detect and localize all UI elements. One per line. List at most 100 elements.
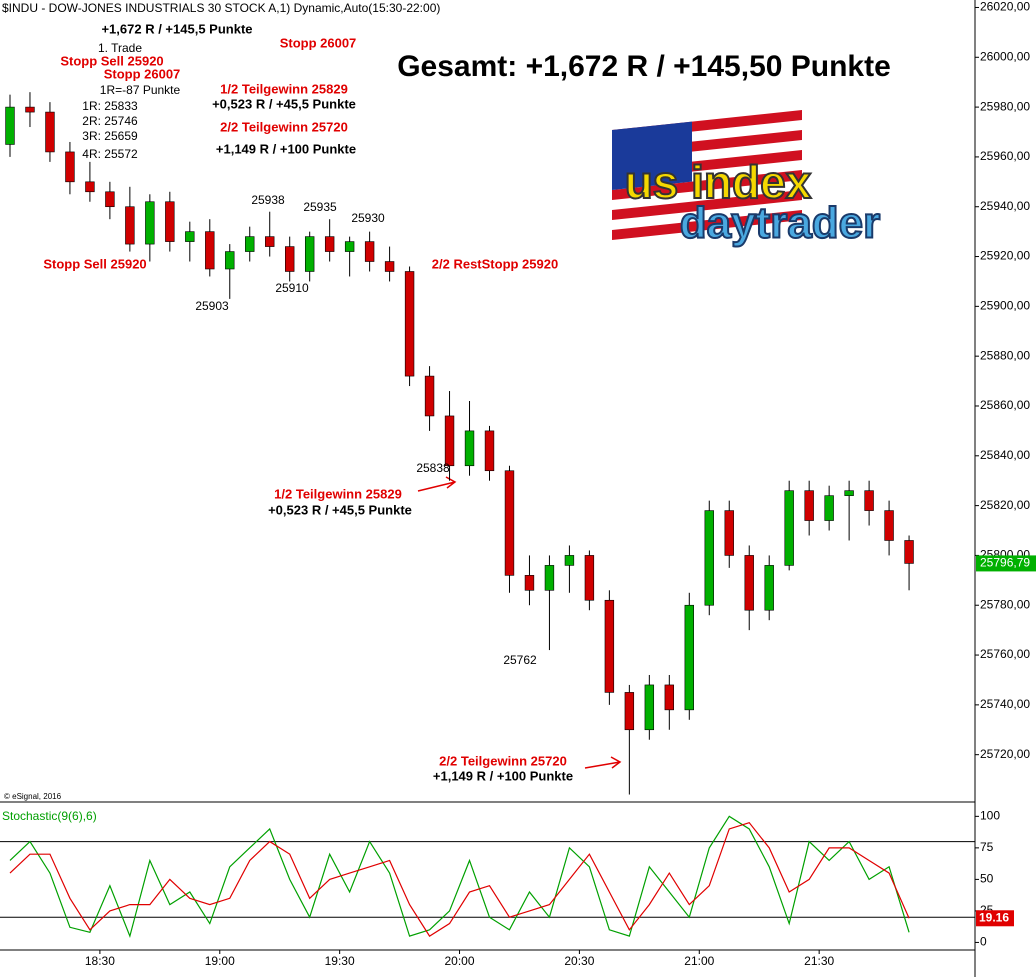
candle-body xyxy=(85,181,95,193)
last-price-box xyxy=(976,555,1036,572)
annotation: Stopp Sell 25920 xyxy=(43,256,146,271)
annotation: 1R: 25833 xyxy=(82,99,138,113)
candle-body xyxy=(185,231,195,242)
annotation: 2/2 Teilgewinn 25720 xyxy=(220,119,348,134)
logo-text: daytrader xyxy=(680,199,881,248)
candle-body xyxy=(764,565,774,611)
candle-body xyxy=(5,106,15,145)
candle-body xyxy=(584,555,595,601)
annotation: +1,149 R / +100 Punkte xyxy=(433,768,573,783)
last-price-label: 25796,79 xyxy=(980,556,1030,570)
candle-body xyxy=(205,231,215,270)
annotation: +0,523 R / +45,5 Punkte xyxy=(268,502,412,517)
candle-body xyxy=(624,692,635,731)
logo-text: us index xyxy=(625,156,812,208)
candle-body xyxy=(384,261,395,272)
y-tick-label: 75 xyxy=(980,840,994,854)
candle-body xyxy=(884,510,894,541)
x-tick-label: 20:00 xyxy=(445,954,475,968)
candle-body xyxy=(424,375,435,417)
candle-body xyxy=(604,599,615,693)
y-tick-label: 25860,00 xyxy=(980,398,1030,412)
x-tick-label: 21:00 xyxy=(684,954,714,968)
annotation: 2R: 25746 xyxy=(82,114,138,128)
candle-body xyxy=(904,540,914,564)
x-tick-label: 19:30 xyxy=(325,954,355,968)
annotation: 25838 xyxy=(416,461,450,475)
annotation: 1. Trade xyxy=(98,41,142,55)
candle-body xyxy=(285,246,295,272)
candle-body xyxy=(784,490,794,566)
candle-body xyxy=(25,106,35,113)
annotation: 25930 xyxy=(351,211,385,225)
candle-body xyxy=(165,201,175,242)
x-tick-label: 20:30 xyxy=(564,954,594,968)
candle-body xyxy=(744,555,754,611)
candle-body xyxy=(724,510,734,556)
annotation: 25910 xyxy=(275,281,309,295)
stochastic-line xyxy=(9,821,910,937)
y-tick-label: 25760,00 xyxy=(980,647,1030,661)
candle-body xyxy=(664,684,675,711)
annotation: Stopp 26007 xyxy=(104,66,181,81)
candle-body xyxy=(824,495,834,521)
candle-body xyxy=(225,251,235,270)
y-tick-label: 25880,00 xyxy=(980,348,1030,362)
candle-body xyxy=(45,111,55,153)
candle-body xyxy=(324,236,335,252)
candle-body xyxy=(304,236,315,272)
candle-body xyxy=(125,206,135,245)
candle-body xyxy=(704,510,714,606)
annotation: 1R=-87 Punkte xyxy=(100,83,181,97)
indicator-title: Stochastic(9(6),6) xyxy=(2,809,97,823)
chart-title: $INDU - DOW-JONES INDUSTRIALS 30 STOCK A… xyxy=(2,1,440,15)
last-value-label: 19.16 xyxy=(979,910,1009,924)
candle-body xyxy=(684,604,694,711)
annotation: 1/2 Teilgewinn 25829 xyxy=(220,81,348,96)
candle-body xyxy=(145,201,155,245)
annotation: 4R: 25572 xyxy=(82,147,138,161)
y-tick-label: 50 xyxy=(980,872,994,886)
y-tick-label: 25720,00 xyxy=(980,747,1030,761)
candle-body xyxy=(644,684,655,731)
annotation: 25938 xyxy=(251,193,285,207)
last-value-box xyxy=(976,910,1014,927)
y-tick-label: 25940,00 xyxy=(980,199,1030,213)
y-tick-label: 26020,00 xyxy=(980,0,1030,14)
candle-body xyxy=(544,565,555,591)
annotation: 25762 xyxy=(503,653,537,667)
candle-body xyxy=(344,241,355,252)
y-tick-label: 25820,00 xyxy=(980,498,1030,512)
copyright: © eSignal, 2016 xyxy=(4,792,62,801)
annotation: +0,523 R / +45,5 Punkte xyxy=(212,96,356,111)
annotation: 3R: 25659 xyxy=(82,129,138,143)
arrows xyxy=(417,476,622,769)
annotation: Stopp 26007 xyxy=(280,35,357,50)
annotation: Gesamt: +1,672 R / +145,50 Punkte xyxy=(397,50,891,83)
candle-body xyxy=(265,236,275,247)
candle-body xyxy=(564,555,575,566)
candle-body xyxy=(464,430,475,467)
y-tick-label: 25900,00 xyxy=(980,299,1030,313)
annotation: 2/2 Teilgewinn 25720 xyxy=(439,753,567,768)
candle-body xyxy=(364,241,375,262)
y-tick-label: 100 xyxy=(980,809,1000,823)
y-tick-label: 0 xyxy=(980,935,987,949)
y-tick-label: 25960,00 xyxy=(980,149,1030,163)
logo: us index daytrader xyxy=(612,110,881,250)
y-tick-label: 25740,00 xyxy=(980,697,1030,711)
annotation: 2/2 RestStopp 25920 xyxy=(432,256,558,271)
candle-body xyxy=(804,490,814,521)
y-tick-label: 25980,00 xyxy=(980,99,1030,113)
stochastic-line xyxy=(9,815,910,939)
annotation: Stopp Sell 25920 xyxy=(60,53,163,68)
annotation: 25935 xyxy=(303,200,337,214)
candle-body xyxy=(504,470,515,576)
y-tick-label: 25780,00 xyxy=(980,597,1030,611)
y-tick-label: 25920,00 xyxy=(980,249,1030,263)
candle-body xyxy=(864,490,874,511)
candle-body xyxy=(65,151,75,183)
candle-body xyxy=(105,191,115,208)
annotation: +1,672 R / +145,5 Punkte xyxy=(101,21,252,36)
